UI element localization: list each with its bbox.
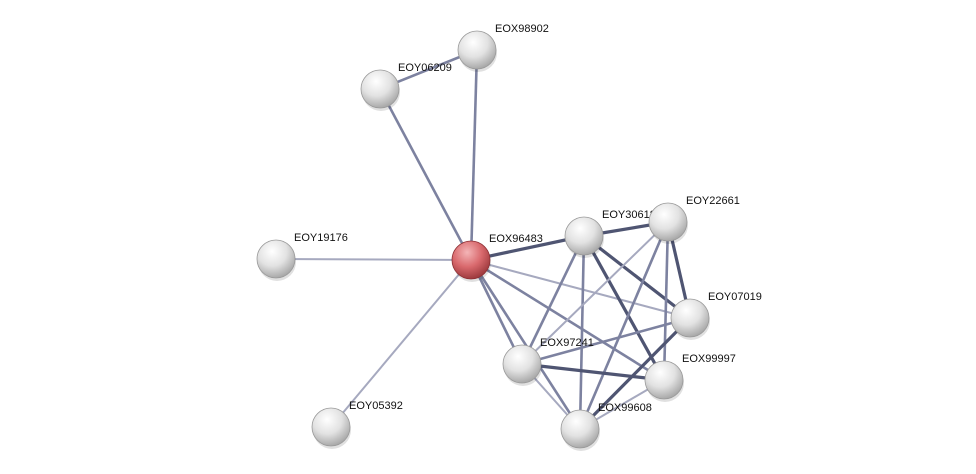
node-sphere[interactable] [644,360,684,400]
node-label: EOX99997 [682,353,736,365]
edge-EOX96483-EOX98902[interactable] [469,49,479,261]
node-EOY19176[interactable]: EOY19176 [256,232,348,281]
edge-EOY22661-EOX99997[interactable] [662,221,670,381]
edge-EOY30618-EOY07019[interactable] [583,234,691,320]
node-label: EOY07019 [708,291,762,303]
node-sphere[interactable] [564,216,604,256]
edge-EOX96483-EOY06209[interactable] [378,88,473,261]
node-EOY22661[interactable]: EOY22661 [648,195,740,244]
node-label: EOY30618 [602,209,656,221]
node-label: EOY22661 [686,195,740,207]
node-label: EOY06209 [398,62,452,74]
node-sphere[interactable] [451,240,491,280]
node-sphere[interactable] [560,409,600,449]
edge-EOY30618-EOX97241[interactable] [520,235,586,365]
edge-EOX97241-EOX99997[interactable] [521,362,665,382]
node-EOX99608[interactable]: EOX99608 [560,402,652,451]
edge-EOY30618-EOX99608[interactable] [578,235,586,430]
node-EOY30618[interactable]: EOY30618 [564,209,656,258]
node-label: EOX99608 [598,402,652,414]
node-sphere[interactable] [256,239,296,279]
node-sphere[interactable] [360,69,400,109]
edge-EOY07019-EOX97241[interactable] [521,316,691,366]
edge-EOX96483-EOY05392[interactable] [330,259,472,428]
nodes-layer: EOX98902 EOY06209 EOY19176 EOX96483 EOY30618… [256,23,762,451]
edge-EOX96483-EOY07019[interactable] [470,259,691,319]
node-EOX97241[interactable]: EOX97241 [502,337,594,386]
edge-EOY07019-EOX99608[interactable] [578,316,692,431]
node-EOY06209[interactable]: EOY06209 [360,62,452,111]
node-EOX96483[interactable]: EOX96483 [451,233,543,282]
node-sphere[interactable] [457,30,497,70]
node-sphere[interactable] [648,202,688,242]
node-label: EOY05392 [349,400,403,412]
edge-EOX96483-EOY19176[interactable] [275,258,472,261]
node-EOY07019[interactable]: EOY07019 [670,291,762,340]
edge-EOY22661-EOX97241[interactable] [521,221,669,365]
node-sphere[interactable] [670,298,710,338]
node-label: EOX97241 [540,337,594,349]
node-EOX98902[interactable]: EOX98902 [457,23,549,72]
node-sphere[interactable] [502,344,542,384]
edge-EOX96483-EOX99608[interactable] [469,259,582,430]
node-sphere[interactable] [311,407,351,447]
edge-EOY22661-EOX99608[interactable] [578,221,670,430]
node-EOX99997[interactable]: EOX99997 [644,353,736,402]
node-label: EOX96483 [489,233,543,245]
node-label: EOY19176 [294,232,348,244]
node-label: EOX98902 [495,23,549,35]
node-EOY05392[interactable]: EOY05392 [311,400,403,449]
